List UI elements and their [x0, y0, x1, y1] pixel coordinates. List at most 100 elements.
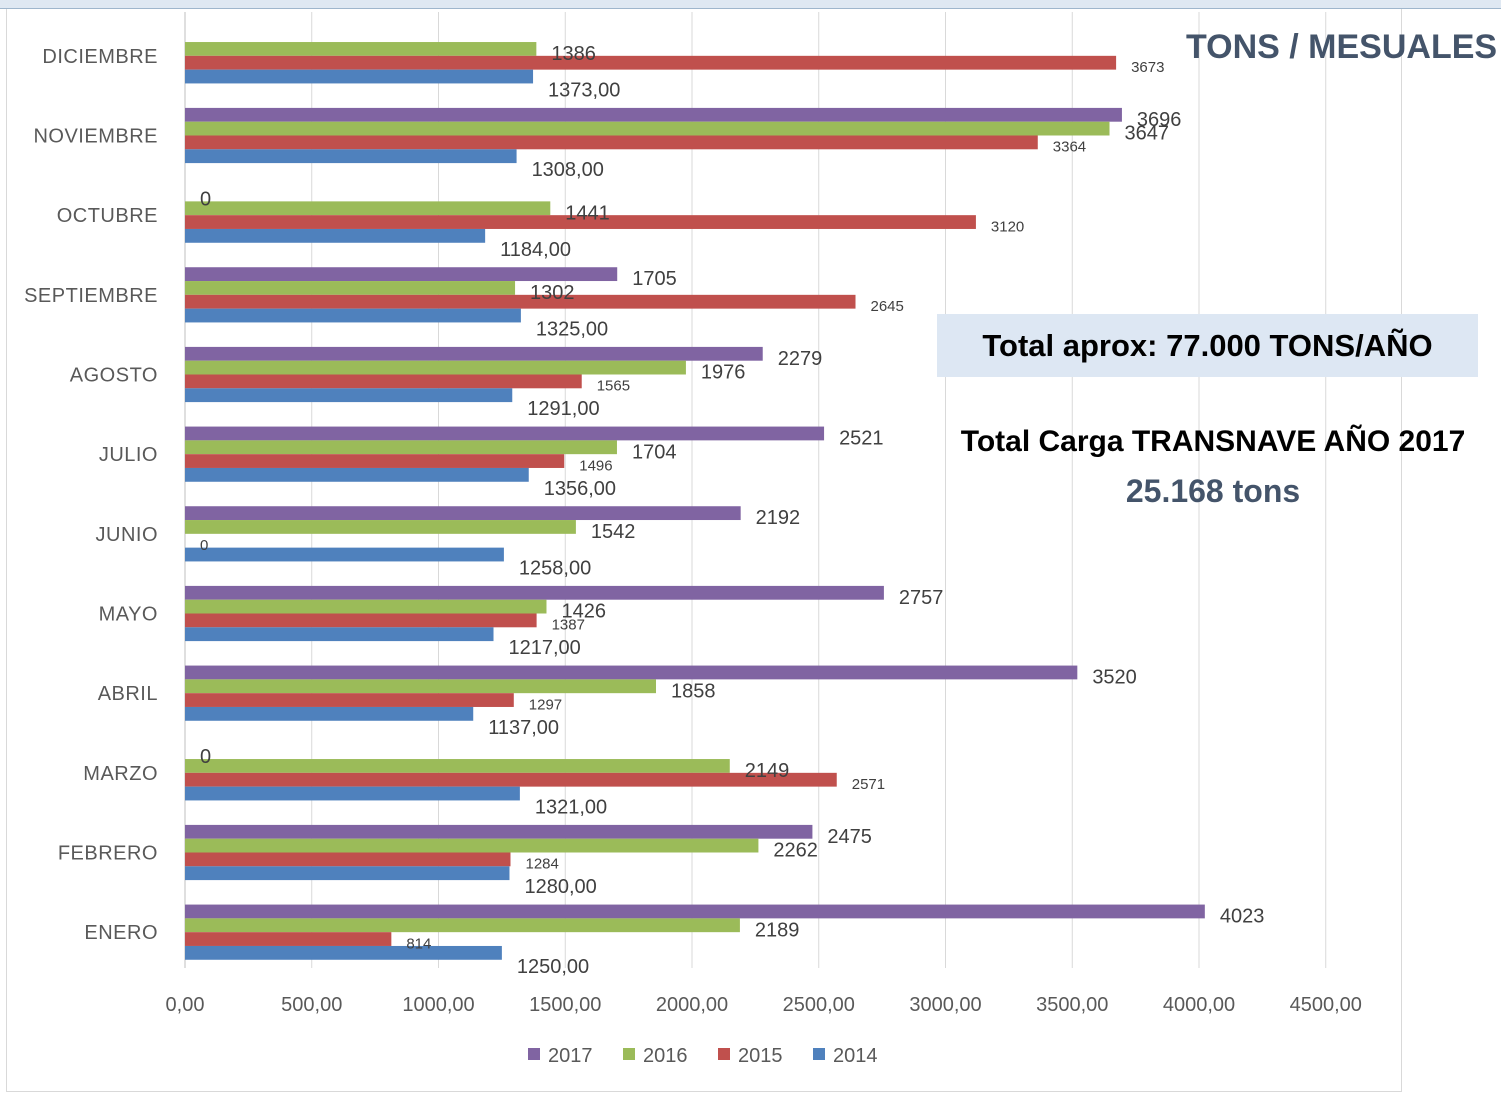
data-label-2016-junio: 1542	[591, 521, 636, 543]
data-label-2014-octubre: 1184,00	[500, 239, 571, 261]
data-label-2015-junio: 0	[200, 537, 208, 554]
bar-2017-julio	[185, 426, 825, 441]
category-labels: ENERO FEBRERO MARZO ABRIL MAYO JUNIO JULIO AGOS…	[24, 46, 159, 944]
total-annual-text: Total aprox: 77.000 TONS/AÑO	[982, 327, 1433, 363]
bar-2017-junio	[185, 506, 741, 521]
category-label-enero: ENERO	[84, 922, 158, 944]
bar-2016-febrero	[185, 838, 759, 853]
x-tick-label: 500,00	[281, 994, 342, 1016]
data-label-2015-marzo: 2571	[852, 776, 885, 793]
data-label-2017-octubre: 0	[200, 188, 211, 210]
legend: 2017 2016 2015 2014	[528, 1045, 878, 1067]
legend-swatch-2017	[528, 1048, 540, 1060]
bar-2015-julio	[185, 454, 565, 468]
bar-2014-octubre	[185, 228, 486, 243]
category-label-septiembre: SEPTIEMBRE	[24, 285, 158, 307]
data-label-2017-mayo: 2757	[899, 587, 944, 609]
x-tick-label: 3000,00	[909, 994, 981, 1016]
x-tick-label: 1500,00	[529, 994, 601, 1016]
legend-label-2017: 2017	[548, 1045, 593, 1067]
data-label-2014-junio: 1258,00	[519, 558, 591, 580]
data-label-2016-mayo: 1426	[561, 601, 606, 623]
bar-2014-abril	[185, 706, 474, 721]
data-label-2015-noviembre: 3364	[1053, 139, 1086, 156]
data-label-2016-enero: 2189	[755, 919, 800, 941]
x-tick-label: 4000,00	[1163, 994, 1235, 1016]
bar-2015-abril	[185, 693, 514, 707]
bar-2016-marzo	[185, 759, 730, 773]
data-label-2015-febrero: 1284	[525, 856, 558, 873]
data-label-2014-enero: 1250,00	[517, 956, 589, 978]
bar-2017-septiembre	[185, 267, 618, 282]
bar-2015-febrero	[185, 852, 511, 867]
data-label-2016-marzo: 2149	[745, 760, 790, 782]
data-label-2014-julio: 1356,00	[544, 478, 616, 500]
bar-2015-agosto	[185, 374, 582, 389]
data-label-2017-agosto: 2279	[778, 348, 823, 370]
bar-2017-abril	[185, 665, 1078, 680]
legend-label-2016: 2016	[643, 1045, 688, 1067]
bar-2016-mayo	[185, 599, 547, 614]
data-label-2017-marzo: 0	[200, 746, 211, 768]
data-label-2016-julio: 1704	[632, 441, 677, 463]
category-label-julio: JULIO	[99, 444, 158, 466]
data-label-2014-septiembre: 1325,00	[536, 319, 608, 341]
bar-2015-mayo	[185, 613, 537, 628]
bar-2016-enero	[185, 918, 740, 933]
category-label-junio: JUNIO	[96, 524, 159, 546]
x-tick-label: 4500,00	[1290, 994, 1362, 1016]
bar-2016-abril	[185, 679, 657, 694]
data-label-2016-noviembre: 3647	[1125, 123, 1170, 145]
data-label-2015-enero: 814	[406, 935, 431, 952]
data-label-2015-julio: 1496	[579, 457, 612, 474]
x-tick-label: 1000,00	[402, 994, 474, 1016]
bar-2014-enero	[185, 945, 502, 960]
bar-2014-septiembre	[185, 308, 521, 323]
data-label-2015-mayo: 1387	[552, 617, 585, 634]
x-tick-label: 3500,00	[1036, 994, 1108, 1016]
data-label-2014-abril: 1137,00	[488, 717, 559, 739]
x-tick-label: 2500,00	[783, 994, 855, 1016]
category-label-marzo: MARZO	[83, 763, 158, 785]
top-border-bar	[0, 0, 1501, 9]
bar-2016-junio	[185, 520, 576, 534]
data-label-2017-septiembre: 1705	[632, 268, 677, 290]
transnave-total-value: 25.168 tons	[1125, 473, 1301, 509]
bar-2016-agosto	[185, 360, 686, 375]
data-label-2014-febrero: 1280,00	[524, 876, 596, 898]
data-labels: 4023 2189 814 1250,00 2475 2262 1284 1280,00 0 21…	[200, 43, 1264, 978]
data-label-2016-octubre: 1441	[565, 202, 610, 224]
data-label-2017-abril: 3520	[1092, 666, 1137, 688]
bar-2017-mayo	[185, 585, 884, 600]
bar-2015-diciembre	[185, 55, 1117, 70]
legend-swatch-2014	[813, 1048, 825, 1060]
data-label-2014-marzo: 1321,00	[535, 797, 607, 819]
legend-label-2014: 2014	[833, 1045, 878, 1067]
bar-2017-febrero	[185, 824, 813, 839]
grid-lines	[184, 12, 1327, 968]
legend-swatch-2015	[718, 1048, 730, 1060]
bar-2014-diciembre	[185, 69, 534, 84]
category-label-diciembre: DICIEMBRE	[42, 46, 158, 68]
data-label-2016-diciembre: 1386	[551, 43, 596, 65]
data-label-2017-noviembre: 3696	[1137, 109, 1182, 131]
bar-2016-octubre	[185, 201, 551, 216]
bar-2015-septiembre	[185, 294, 856, 309]
data-label-2015-diciembre: 3673	[1131, 59, 1164, 76]
data-label-2014-noviembre: 1308,00	[532, 159, 604, 181]
bar-2014-julio	[185, 467, 529, 482]
data-label-2017-enero: 4023	[1220, 905, 1265, 927]
legend-swatch-2016	[623, 1048, 635, 1060]
data-label-2016-febrero: 2262	[773, 840, 818, 862]
category-label-abril: ABRIL	[98, 683, 158, 705]
data-label-2016-agosto: 1976	[701, 362, 746, 384]
bar-2015-enero	[185, 932, 392, 946]
category-label-octubre: OCTUBRE	[57, 205, 158, 227]
bar-2015-octubre	[185, 215, 976, 229]
category-label-noviembre: NOVIEMBRE	[33, 126, 158, 148]
data-label-2017-julio: 2521	[839, 427, 884, 449]
data-label-2015-agosto: 1565	[597, 378, 630, 395]
bar-2014-marzo	[185, 786, 520, 801]
x-tick-label: 2000,00	[656, 994, 728, 1016]
